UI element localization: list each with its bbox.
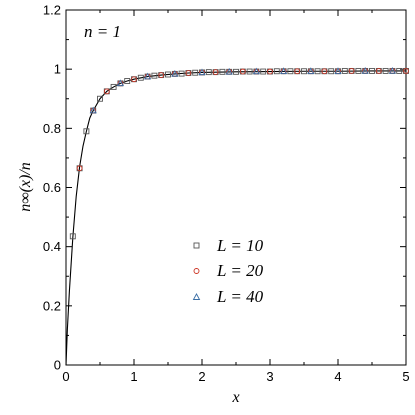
marker-triangle-s2: [171, 69, 179, 77]
y-tick-label: 0.6: [43, 180, 61, 195]
marker-circle-s1: [103, 88, 110, 95]
annotation-label: n = 1: [84, 22, 121, 41]
marker-circle-s1: [76, 165, 83, 172]
marker-triangle-s2: [144, 72, 152, 80]
y-tick-label: 1.2: [43, 3, 61, 18]
marker-triangle-s2: [334, 67, 342, 74]
marker-square-s0: [97, 95, 103, 102]
marker-circle-s1: [267, 68, 273, 75]
marker-square-s0: [328, 68, 335, 75]
x-tick-label: 0: [62, 369, 69, 384]
marker-triangle-s2: [89, 106, 97, 114]
legend-label-l20: L = 20: [216, 261, 264, 280]
marker-square-s0: [83, 128, 90, 135]
marker-circle-s1: [185, 70, 192, 76]
marker-circle-s1: [294, 68, 301, 75]
marker-triangle-s2: [225, 67, 233, 75]
marker-triangle-s2: [307, 67, 315, 74]
marker-circle-s1: [239, 68, 246, 75]
legend-marker-triangle: [192, 293, 201, 300]
marker-triangle-s2: [388, 66, 396, 74]
marker-square-s0: [124, 78, 131, 84]
marker-triangle-s2: [116, 79, 124, 87]
legend: L = 10 L = 20 L = 40: [192, 236, 264, 306]
y-tick-label: 0.8: [43, 121, 61, 136]
marker-square-s0: [382, 67, 389, 74]
marker-circle-s1: [403, 68, 409, 74]
legend-item-l20: L = 20: [193, 261, 264, 280]
marker-square-s0: [178, 70, 185, 77]
marker-square-s0: [341, 67, 348, 74]
marker-circle-s1: [321, 68, 328, 75]
plot-frame: [65, 9, 407, 366]
marker-square-s0: [192, 69, 199, 76]
y-tick-label: 0.2: [43, 298, 61, 313]
marker-square-s0: [287, 68, 294, 75]
x-tick-label: 3: [266, 369, 273, 384]
marker-square-s0: [151, 72, 158, 79]
marker-circle-s1: [158, 72, 165, 78]
theory-curve: [65, 70, 406, 366]
marker-circle-s1: [375, 68, 382, 74]
legend-item-l40: L = 40: [192, 287, 264, 306]
marker-square-s0: [314, 68, 321, 75]
legend-item-l10: L = 10: [193, 236, 264, 255]
legend-label-l10: L = 10: [216, 236, 264, 255]
y-tick-label: 0: [54, 358, 61, 373]
marker-triangle-s2: [361, 66, 369, 74]
marker-triangle-s2: [252, 67, 260, 75]
marker-square-s0: [233, 68, 239, 75]
marker-square-s0: [219, 68, 226, 75]
marker-square-s0: [369, 67, 375, 74]
marker-square-s0: [355, 67, 362, 74]
marker-triangle-s2: [198, 68, 206, 76]
y-tick-label: 0.4: [43, 239, 61, 254]
marker-circle-s1: [131, 76, 137, 83]
marker-circle-s1: [348, 68, 355, 74]
marker-triangle-s2: [280, 67, 288, 74]
x-tick-label: 4: [334, 369, 341, 384]
y-tick-label: 1: [54, 62, 61, 77]
marker-square-s0: [165, 71, 171, 78]
marker-square-s0: [273, 68, 280, 75]
y-axis-label: n∞(x)/n: [17, 162, 34, 212]
legend-label-l40: L = 40: [216, 287, 264, 306]
legend-marker-circle: [193, 268, 200, 274]
x-tick-label: 1: [130, 369, 137, 384]
axis-ticks: 0 1 2 3 4 5 0 0.2 0.4 0.6 0.8 1 1.2: [43, 3, 410, 385]
marker-square-s0: [137, 74, 144, 81]
data-markers: [69, 66, 409, 240]
x-axis-label: x: [231, 389, 239, 406]
marker-square-s0: [246, 68, 253, 75]
x-tick-label: 2: [198, 369, 205, 384]
marker-square-s0: [260, 68, 267, 75]
marker-square-s0: [110, 83, 117, 90]
marker-square-s0: [205, 69, 212, 76]
marker-square-s0: [301, 68, 307, 75]
legend-marker-square: [193, 242, 200, 249]
marker-square-s0: [396, 67, 403, 74]
marker-square-s0: [69, 233, 76, 240]
x-tick-label: 5: [402, 369, 409, 384]
marker-circle-s1: [212, 69, 219, 75]
